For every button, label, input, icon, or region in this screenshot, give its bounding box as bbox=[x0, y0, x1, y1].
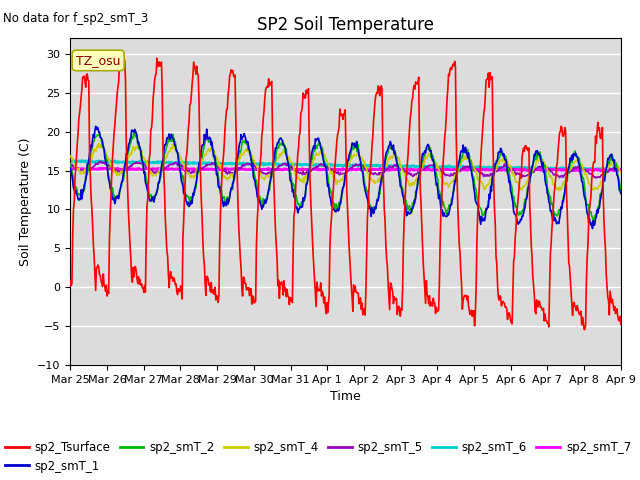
Title: SP2 Soil Temperature: SP2 Soil Temperature bbox=[257, 16, 434, 34]
Text: No data for f_sp2_smT_3: No data for f_sp2_smT_3 bbox=[3, 12, 148, 24]
Y-axis label: Soil Temperature (C): Soil Temperature (C) bbox=[19, 137, 32, 266]
Text: TZ_osu: TZ_osu bbox=[76, 54, 120, 67]
X-axis label: Time: Time bbox=[330, 390, 361, 403]
Legend: sp2_Tsurface, sp2_smT_1, sp2_smT_2, sp2_smT_4, sp2_smT_5, sp2_smT_6, sp2_smT_7: sp2_Tsurface, sp2_smT_1, sp2_smT_2, sp2_… bbox=[0, 436, 636, 477]
